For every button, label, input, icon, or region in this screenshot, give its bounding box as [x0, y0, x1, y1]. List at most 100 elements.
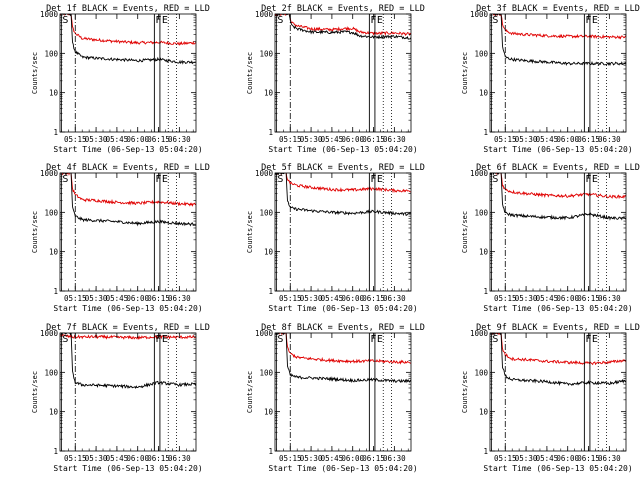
- marker-label-E: E: [162, 174, 168, 185]
- x-axis-label: Start Time (06-Sep-13 05:04:20): [53, 464, 202, 473]
- events-series-line: [275, 173, 411, 217]
- plot-frame: [59, 172, 197, 292]
- events-series-line: [60, 173, 196, 227]
- plot-frame: [274, 332, 412, 452]
- plot-frame: [59, 332, 197, 452]
- x-tick-label: 06:15: [362, 294, 385, 303]
- x-tick-label: 05:30: [85, 294, 108, 303]
- x-tick-label: 05:45: [106, 294, 129, 303]
- y-tick-label: 1: [268, 287, 273, 296]
- y-tick-label: 100: [44, 368, 58, 377]
- x-tick-label: 06:00: [556, 454, 579, 463]
- y-tick-label: 100: [259, 49, 273, 58]
- x-tick-label: 06:15: [147, 454, 170, 463]
- x-tick-label: 06:30: [168, 135, 191, 144]
- plot-frame: [274, 172, 412, 292]
- x-tick-label: 06:15: [147, 294, 170, 303]
- x-axis-label: Start Time (06-Sep-13 05:04:20): [483, 304, 632, 313]
- y-tick-label: 100: [474, 368, 488, 377]
- x-tick-label: 06:30: [598, 294, 621, 303]
- x-tick-label: 06:30: [383, 454, 406, 463]
- y-tick-label: 1000: [40, 10, 59, 19]
- x-tick-label: 06:00: [556, 135, 579, 144]
- x-tick-label: 06:30: [168, 294, 191, 303]
- y-axis-label: Counts/sec: [31, 52, 39, 94]
- x-tick-label: 06:00: [126, 294, 149, 303]
- panel-title: Det 6f BLACK = Events, RED = LLD: [476, 163, 640, 173]
- x-tick-label: 05:15: [279, 454, 302, 463]
- y-tick-label: 1000: [40, 329, 59, 338]
- x-tick-label: 05:15: [64, 135, 87, 144]
- y-tick-label: 10: [479, 248, 489, 257]
- marker-label-E: E: [377, 15, 383, 26]
- x-tick-label: 05:15: [279, 294, 302, 303]
- marker-label-S: S: [277, 334, 283, 345]
- marker-label-E: E: [377, 334, 383, 345]
- x-tick-label: 06:00: [556, 294, 579, 303]
- y-tick-label: 1000: [255, 169, 274, 178]
- y-tick-label: 1000: [470, 329, 489, 338]
- y-tick-label: 1: [53, 447, 58, 456]
- y-axis-label: Counts/sec: [246, 211, 254, 253]
- x-axis-label: Start Time (06-Sep-13 05:04:20): [268, 145, 417, 154]
- marker-label-F: F: [370, 15, 376, 26]
- lld-series-line: [490, 173, 626, 200]
- events-series-line: [490, 333, 626, 387]
- y-tick-label: 100: [474, 49, 488, 58]
- y-tick-label: 10: [479, 89, 489, 98]
- plot-frame: [274, 13, 412, 133]
- x-axis-label: Start Time (06-Sep-13 05:04:20): [268, 464, 417, 473]
- y-axis-label: Counts/sec: [246, 371, 254, 413]
- x-axis-label: Start Time (06-Sep-13 05:04:20): [483, 464, 632, 473]
- y-tick-label: 10: [264, 408, 274, 417]
- lld-series-line: [60, 334, 196, 340]
- events-series-line: [275, 333, 411, 384]
- x-tick-label: 05:15: [494, 135, 517, 144]
- marker-label-S: S: [492, 174, 498, 185]
- x-tick-label: 06:00: [126, 454, 149, 463]
- y-tick-label: 1: [483, 287, 488, 296]
- x-tick-label: 05:15: [279, 135, 302, 144]
- x-tick-label: 06:15: [147, 135, 170, 144]
- marker-label-S: S: [277, 15, 283, 26]
- marker-label-S: S: [277, 174, 283, 185]
- lld-series-line: [60, 173, 196, 207]
- x-tick-label: 06:15: [362, 454, 385, 463]
- panel-title: Det 9f BLACK = Events, RED = LLD: [476, 323, 640, 333]
- marker-label-E: E: [162, 15, 168, 26]
- marker-label-E: E: [377, 174, 383, 185]
- marker-label-F: F: [155, 334, 161, 345]
- plot-frame: [489, 13, 627, 133]
- lld-series-line: [490, 14, 626, 40]
- marker-label-S: S: [62, 334, 68, 345]
- y-tick-label: 10: [264, 248, 274, 257]
- lld-series-line: [275, 173, 411, 194]
- panel-title: Det 1f BLACK = Events, RED = LLD: [46, 4, 210, 14]
- y-axis-label: Counts/sec: [31, 371, 39, 413]
- x-tick-label: 06:00: [341, 294, 364, 303]
- y-tick-label: 1000: [470, 10, 489, 19]
- x-tick-label: 05:30: [300, 294, 323, 303]
- y-axis-label: Counts/sec: [461, 371, 469, 413]
- plot-frame: [489, 332, 627, 452]
- plot-frame: [59, 13, 197, 133]
- panel-title: Det 2f BLACK = Events, RED = LLD: [261, 4, 425, 14]
- marker-label-F: F: [585, 334, 591, 345]
- y-tick-label: 1: [53, 287, 58, 296]
- x-tick-label: 06:30: [383, 135, 406, 144]
- x-tick-label: 05:45: [106, 454, 129, 463]
- lld-series-line: [490, 333, 626, 366]
- events-series-line: [490, 14, 626, 67]
- y-tick-label: 100: [44, 208, 58, 217]
- y-tick-label: 1: [268, 447, 273, 456]
- lld-series-line: [275, 333, 411, 365]
- y-tick-label: 10: [479, 408, 489, 417]
- marker-label-S: S: [62, 174, 68, 185]
- x-tick-label: 06:15: [577, 454, 600, 463]
- marker-label-F: F: [370, 174, 376, 185]
- y-tick-label: 10: [49, 89, 59, 98]
- y-tick-label: 1: [268, 128, 273, 137]
